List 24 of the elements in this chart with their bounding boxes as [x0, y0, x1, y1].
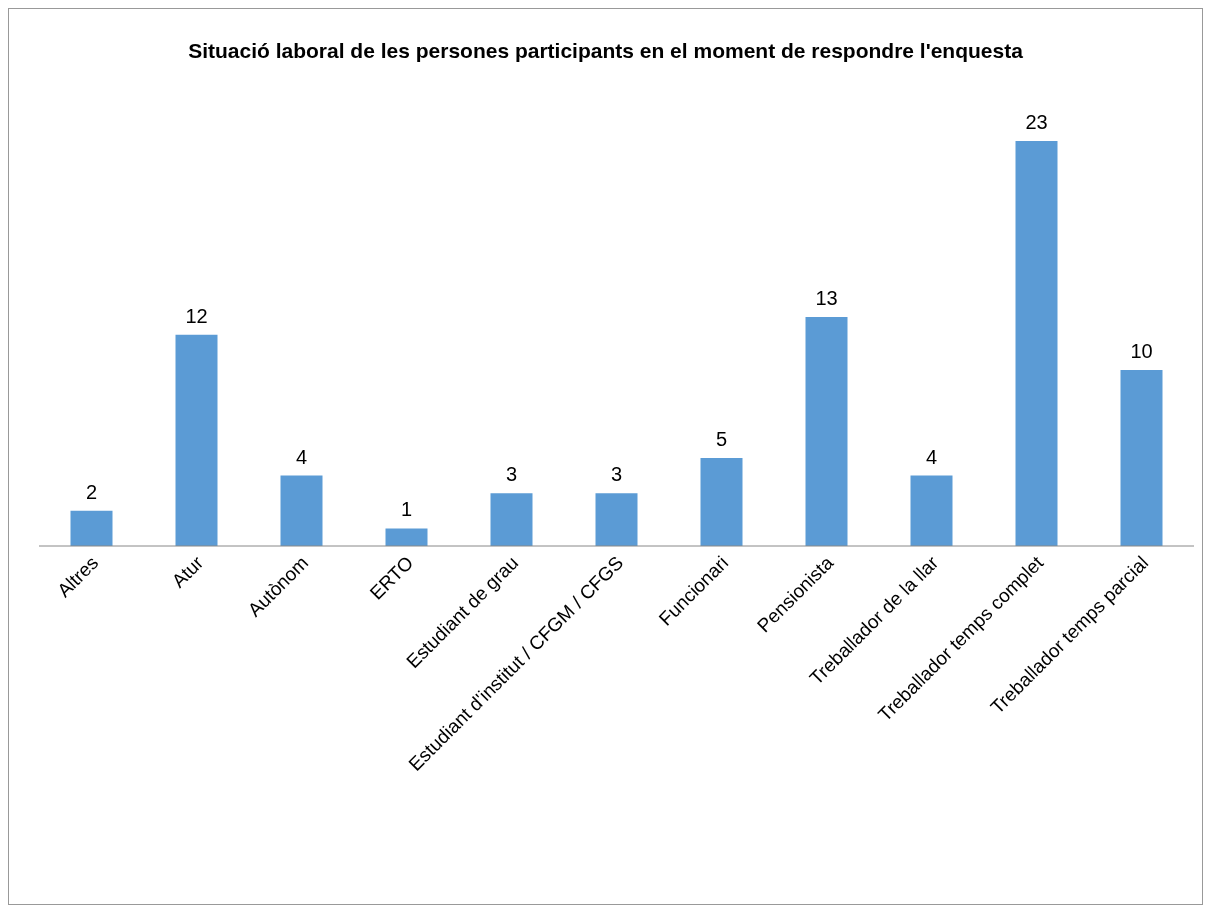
data-label: 23	[1025, 111, 1048, 133]
data-label: 3	[505, 463, 518, 486]
data-label: 10	[1130, 339, 1153, 362]
bar	[700, 457, 743, 546]
data-label: 1	[400, 498, 413, 521]
bar	[910, 475, 953, 546]
bar	[175, 334, 218, 546]
chart-title: Situació laboral de les persones participants en el moment de respondre l'enquesta	[187, 38, 1024, 64]
data-label: 12	[185, 304, 208, 327]
data-label: 4	[925, 445, 938, 468]
bar	[70, 510, 113, 546]
data-label: 4	[295, 445, 308, 468]
x-tick-label: Atur	[167, 551, 208, 592]
data-label: 3	[610, 463, 623, 486]
bar	[805, 317, 848, 546]
bar	[1015, 141, 1058, 546]
bar	[595, 493, 638, 546]
bar	[490, 493, 533, 546]
data-label: 13	[815, 287, 838, 310]
bar	[280, 475, 323, 546]
data-label: 2	[85, 480, 98, 503]
data-label: 5	[715, 427, 728, 450]
bar	[385, 528, 428, 546]
bar	[1120, 369, 1163, 546]
